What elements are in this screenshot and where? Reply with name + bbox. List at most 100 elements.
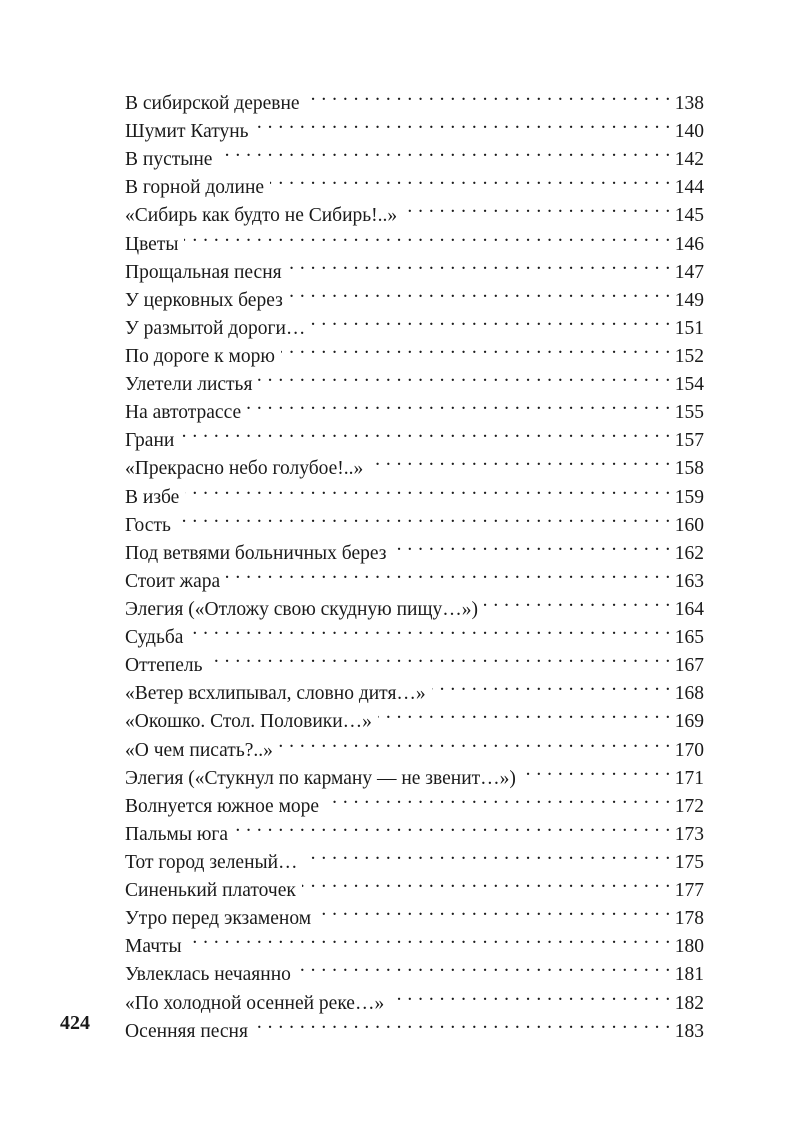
dot-leader (226, 559, 671, 587)
dot-leader (484, 587, 671, 615)
dot-leader (177, 503, 671, 531)
dot-leader (522, 756, 671, 784)
toc-entry-title: В пустыне (125, 149, 213, 171)
toc-entry-page: 178 (674, 908, 704, 930)
toc-entry-title: Улетели листья (125, 374, 253, 396)
page-number: 424 (60, 1012, 90, 1034)
dot-leader (302, 868, 671, 896)
toc-entry: Цветы 146 (125, 222, 704, 255)
toc-entry: У размытой дороги… 151 (125, 306, 704, 339)
toc-entry-title: Судьба (125, 627, 184, 649)
toc-entry-title: Оттепель (125, 655, 203, 677)
dot-leader (378, 699, 671, 727)
toc-entry-page: 170 (674, 739, 704, 761)
toc-entry-title: Стоит жара (125, 570, 221, 592)
toc-entry-title: Пальмы юга (125, 823, 229, 845)
toc-entry-page: 138 (674, 93, 704, 114)
dot-leader (234, 812, 671, 840)
toc-entry-title: Прощальная песня (125, 261, 282, 283)
dot-leader (392, 531, 670, 559)
dot-leader (209, 643, 671, 671)
toc-entry-title: У церковных берез (125, 289, 283, 311)
toc-entry: Мачты 180 (125, 924, 704, 957)
toc-entry-page: 155 (674, 402, 704, 424)
toc-entry-page: 147 (674, 261, 704, 283)
toc-entry: «О чем писать?..» 170 (125, 728, 704, 761)
toc-entry: Оттепель 167 (125, 643, 704, 676)
toc-entry-page: 146 (674, 233, 704, 255)
toc-entry-title: Цветы (125, 233, 179, 255)
toc-entry-page: 144 (674, 177, 704, 199)
toc-entry-page: 167 (674, 655, 704, 677)
toc-entry-page: 165 (674, 627, 704, 649)
dot-leader (369, 446, 670, 474)
toc-entry-page: 154 (674, 374, 704, 396)
table-of-contents: В сибирской деревне138Шумит Катунь140В п… (125, 81, 704, 1042)
toc-entry: Под ветвями больничных берез162 (125, 531, 704, 564)
toc-entry-page: 183 (674, 1020, 704, 1042)
toc-entry-title: В горной долине (125, 177, 265, 199)
toc-entry-title: У размытой дороги… (125, 317, 306, 339)
toc-entry-page: 159 (674, 486, 704, 508)
toc-entry-page: 158 (674, 458, 704, 480)
dot-leader (325, 784, 671, 812)
toc-entry: В сибирской деревне138 (125, 81, 704, 114)
toc-entry: Синенький платочек 177 (125, 868, 704, 901)
toc-entry-title: По дороге к морю (125, 345, 275, 367)
toc-entry: В избе 159 (125, 475, 704, 508)
toc-entry-page: 142 (674, 149, 704, 171)
toc-entry: Осенняя песня 183 (125, 1009, 704, 1042)
toc-entry-title: Осенняя песня (125, 1020, 248, 1042)
dot-leader (184, 222, 670, 250)
toc-entry: «Прекрасно небо голубое!..»158 (125, 446, 704, 479)
toc-entry: «Окошко. Стол. Половики…»169 (125, 699, 704, 732)
dot-leader (288, 250, 671, 278)
toc-entry: Тот город зеленый… 175 (125, 840, 704, 873)
toc-entry: Увлеклась нечаянно 181 (125, 952, 704, 985)
dot-leader (281, 334, 671, 362)
toc-entry-title: Мачты (125, 936, 182, 958)
dot-leader (270, 165, 671, 193)
dot-leader (297, 952, 671, 980)
toc-entry-page: 169 (674, 711, 704, 733)
toc-entry-page: 145 (674, 205, 704, 227)
toc-entry: По дороге к морю 152 (125, 334, 704, 367)
toc-entry-title: «О чем писать?..» (125, 739, 273, 761)
toc-entry: Улетели листья 154 (125, 362, 704, 395)
toc-entry-title: Гость (125, 514, 171, 536)
toc-entry-title: В избе (125, 486, 180, 508)
toc-entry-page: 162 (674, 542, 704, 564)
toc-entry: Прощальная песня 147 (125, 250, 704, 283)
toc-entry-page: 168 (674, 683, 704, 705)
toc-entry: Гость 160 (125, 503, 704, 536)
toc-entry: Волнуется южное море172 (125, 784, 704, 817)
toc-entry: В пустыне 142 (125, 137, 704, 170)
dot-leader (403, 193, 671, 221)
toc-entry-title: Увлеклась нечаянно (125, 964, 291, 986)
dot-leader (255, 109, 671, 137)
dot-leader (317, 896, 671, 924)
toc-entry-page: 173 (674, 823, 704, 845)
toc-entry: В горной долине 144 (125, 165, 704, 198)
toc-entry-page: 177 (674, 880, 704, 902)
toc-entry-title: «Ветер всхлипывал, словно дитя…» (125, 683, 426, 705)
dot-leader (180, 418, 670, 446)
toc-entry-page: 175 (674, 851, 704, 873)
toc-entry-page: 182 (674, 992, 704, 1014)
toc-entry-title: Тот город зеленый… (125, 851, 298, 873)
dot-leader (258, 362, 670, 390)
dot-leader (304, 840, 671, 868)
toc-entry: «Ветер всхлипывал, словно дитя…» 168 (125, 671, 704, 704)
toc-entry-page: 140 (674, 121, 704, 143)
toc-entry: Пальмы юга 173 (125, 812, 704, 845)
dot-leader (185, 475, 670, 503)
toc-entry-page: 151 (674, 317, 704, 339)
dot-leader (289, 278, 671, 306)
dot-leader (311, 306, 670, 334)
toc-entry-page: 157 (674, 430, 704, 452)
toc-entry-page: 160 (674, 514, 704, 536)
dot-leader (390, 981, 671, 1009)
toc-entry-page: 180 (674, 936, 704, 958)
toc-entry-page: 171 (674, 767, 704, 789)
toc-entry-title: Грани (125, 430, 175, 452)
